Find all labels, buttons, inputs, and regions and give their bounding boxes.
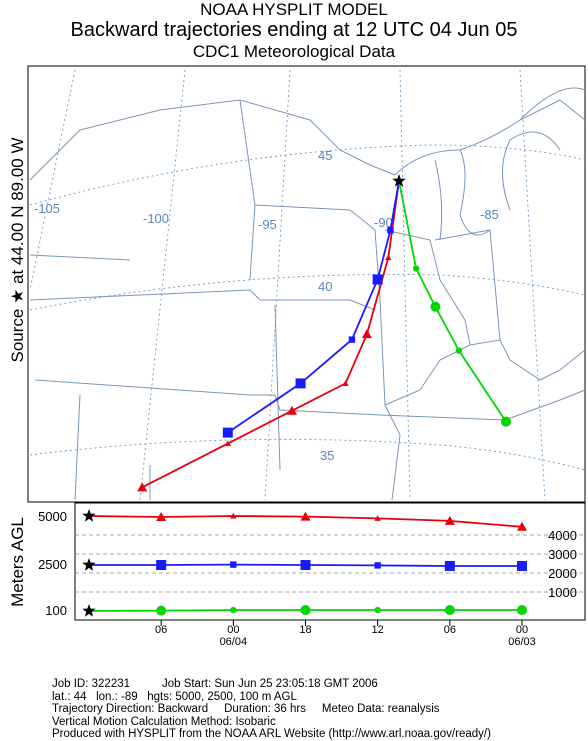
height-marker (517, 605, 527, 616)
height-gridlines (75, 534, 585, 593)
longitude-label: -100 (143, 211, 169, 226)
trajectory-marker (287, 405, 297, 415)
right-tick-label: 2000 (548, 566, 577, 581)
height-marker (300, 560, 311, 570)
time-tick-label: 06 (444, 624, 456, 636)
height-marker (374, 515, 381, 521)
time-tick-label: 00 (227, 624, 239, 636)
height-axis-ticks: 5000 2500 100 4000 3000 2000 1000 (38, 509, 577, 618)
left-tick-label: 2500 (38, 557, 67, 572)
trajectory-marker (455, 347, 463, 354)
footer-location-line: lat.: 44 lon.: -89 hgts: 5000, 2500, 100… (52, 690, 297, 703)
source-star-marker (82, 604, 96, 617)
latitude-label: 45 (318, 148, 332, 163)
height-time-panel: 5000 2500 100 4000 3000 2000 1000 (38, 502, 586, 621)
map-boundaries (29, 87, 586, 501)
chart-title-line3: CDC1 Meteorological Data (192, 42, 396, 61)
time-tick-label: 06 (155, 624, 167, 636)
height-marker (230, 512, 237, 519)
trajectory-marker (137, 482, 148, 492)
left-tick-label: 5000 (38, 509, 67, 524)
trajectory-marker (342, 380, 349, 386)
time-tick-label: 00 (516, 624, 528, 636)
chart-title-line1: NOAA HYSPLIT MODEL (200, 0, 388, 19)
height-marker (444, 605, 455, 616)
height-marker (517, 560, 527, 571)
map-longitude-labels: -105 -100 -95 -90 -85 (34, 201, 499, 232)
time-tick-label: 12 (372, 624, 384, 636)
height-marker (444, 560, 455, 571)
longitude-label: -85 (480, 207, 499, 222)
source-star-marker (82, 558, 96, 571)
height-marker (374, 562, 381, 569)
latitude-label: 40 (318, 279, 332, 294)
trajectory-marker (501, 416, 511, 427)
height-marker (300, 605, 311, 616)
longitude-label: -105 (34, 201, 60, 216)
map-graticule (29, 69, 586, 501)
trajectory-marker (372, 274, 383, 285)
trajectory-marker (412, 265, 420, 272)
longitude-label: -90 (374, 215, 393, 230)
height-trajectory-lines (82, 509, 527, 617)
right-tick-label: 4000 (548, 528, 577, 543)
trajectory-marker (430, 301, 441, 312)
height-marker (300, 511, 311, 521)
trajectory-marker (222, 427, 233, 438)
footer-method-line: Vertical Motion Calculation Method: Isob… (52, 715, 276, 728)
height-marker (156, 511, 167, 521)
source-star-marker (82, 509, 96, 522)
right-tick-label: 1000 (548, 585, 577, 600)
latitude-label: 35 (320, 448, 334, 463)
left-tick-label: 100 (45, 603, 67, 618)
height-marker (156, 605, 167, 616)
date-tick-label: 06/04 (220, 636, 248, 648)
right-tick-label: 3000 (548, 547, 577, 562)
height-marker (230, 561, 237, 568)
footer-direction-line: Trajectory Direction: Backward Duration:… (52, 703, 440, 715)
height-marker (230, 606, 237, 614)
footer-job-line: Job ID: 322231 Job Start: Sun Jun 25 23:… (52, 678, 378, 690)
trajectory-lines (137, 174, 511, 492)
trajectory-map-panel: -105 -100 -95 -90 -85 45 40 35 (27, 65, 586, 503)
trajectory-marker (387, 227, 394, 234)
trajectory-path (227, 180, 400, 434)
trajectory-marker (295, 378, 306, 389)
chart-title-line2: Backward trajectories ending at 12 UTC 0… (70, 19, 518, 41)
longitude-label: -95 (258, 217, 277, 232)
date-tick-label: 06/03 (508, 636, 536, 648)
map-latitude-labels: 45 40 35 (318, 148, 334, 463)
height-marker (374, 606, 381, 614)
trajectory-marker (224, 440, 231, 447)
trajectory-marker (361, 329, 372, 339)
source-star-marker (392, 174, 406, 187)
time-tick-label: 18 (299, 624, 311, 636)
height-marker (444, 515, 455, 525)
trajectory-marker (348, 336, 356, 343)
trajectory-marker (385, 254, 392, 261)
job-info-footer: Job ID: 322231 Job Start: Sun Jun 25 23:… (52, 678, 491, 741)
height-marker (517, 521, 527, 531)
height-marker (156, 560, 167, 570)
